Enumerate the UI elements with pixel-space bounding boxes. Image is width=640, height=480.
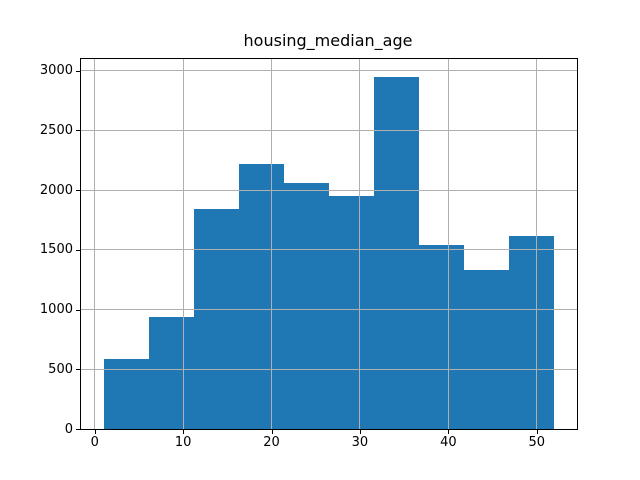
bars-layer xyxy=(81,59,577,429)
x-tick-mark xyxy=(359,430,361,434)
x-tick-mark xyxy=(536,430,538,434)
y-tick-mark xyxy=(76,249,80,251)
y-tick-mark xyxy=(76,130,80,132)
x-tick-mark xyxy=(183,430,185,434)
x-tick-label: 50 xyxy=(528,435,546,450)
x-tick-label: 0 xyxy=(90,435,99,450)
y-tick-label: 1000 xyxy=(39,302,73,318)
x-tick-label: 40 xyxy=(440,435,457,450)
y-tick-mark xyxy=(76,70,80,72)
y-tick-label: 0 xyxy=(64,421,73,437)
histogram-bar xyxy=(238,163,284,429)
x-tick-mark xyxy=(271,430,273,434)
y-tick-mark xyxy=(76,190,80,192)
y-tick-label: 3000 xyxy=(39,63,73,79)
histogram-bar xyxy=(464,270,510,429)
histogram-bar xyxy=(509,235,555,429)
plot-area xyxy=(80,58,578,430)
histogram-bar xyxy=(148,316,194,429)
y-tick-label: 1500 xyxy=(39,242,73,258)
histogram-bar xyxy=(103,358,149,429)
x-tick-label: 20 xyxy=(263,435,280,450)
y-tick-mark xyxy=(76,309,80,311)
y-tick-label: 2500 xyxy=(39,122,73,138)
histogram-bar xyxy=(283,182,329,429)
histogram-bar xyxy=(419,245,465,429)
x-tick-mark xyxy=(94,430,96,434)
y-tick-mark xyxy=(76,429,80,430)
histogram-bar xyxy=(329,196,375,429)
y-tick-label: 500 xyxy=(48,361,73,377)
y-tick-mark xyxy=(76,369,80,371)
chart-title: housing_median_age xyxy=(243,31,413,50)
y-tick-label: 2000 xyxy=(39,182,73,198)
histogram-bar xyxy=(193,209,239,429)
x-tick-label: 30 xyxy=(351,435,369,450)
x-tick-mark xyxy=(448,430,450,434)
histogram-bar xyxy=(374,76,420,429)
x-tick-label: 10 xyxy=(174,435,192,450)
